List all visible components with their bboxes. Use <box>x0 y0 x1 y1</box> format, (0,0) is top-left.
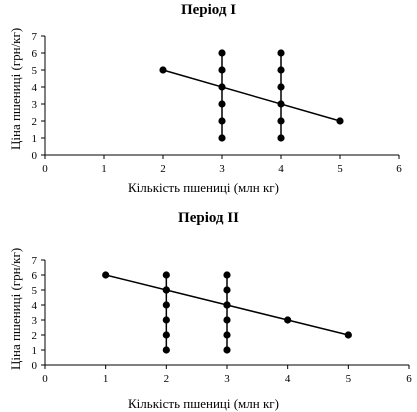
y-tick-label: 6 <box>32 48 38 60</box>
data-point <box>277 83 285 91</box>
y-tick-label: 1 <box>32 345 38 357</box>
data-point <box>277 100 285 108</box>
y-tick-label: 4 <box>32 82 38 94</box>
data-point <box>223 301 231 309</box>
x-axis-label: Кількість пшениці (млн кг) <box>128 396 279 411</box>
x-tick-label: 6 <box>406 373 412 385</box>
data-point <box>277 117 285 125</box>
y-tick-label: 6 <box>32 270 38 282</box>
x-tick-label: 2 <box>164 373 170 385</box>
x-tick-label: 1 <box>101 163 107 175</box>
data-point <box>162 301 170 309</box>
plot-area: 0 1 2 3 4 5 6 0 1 2 3 4 5 6 7 <box>32 255 413 385</box>
x-tick-label: 1 <box>103 373 109 385</box>
x-tick-label: 0 <box>42 373 48 385</box>
x-tick-label: 0 <box>42 163 48 175</box>
x-axis-label: Кількість пшениці (млн кг) <box>128 180 279 195</box>
data-point <box>159 66 167 74</box>
data-point <box>218 66 226 74</box>
data-point <box>284 316 292 324</box>
y-tick-label: 3 <box>32 99 38 111</box>
series-line <box>162 69 341 122</box>
data-point <box>277 66 285 74</box>
y-tick-label: 2 <box>32 330 38 342</box>
chart-period-2: Період II Ціна пшениці (грн/кг) Кількіст… <box>0 205 417 411</box>
data-point <box>162 346 170 354</box>
y-tick-label: 5 <box>32 65 38 77</box>
x-tick-label: 2 <box>160 163 166 175</box>
y-tick-label: 7 <box>32 31 38 43</box>
data-point <box>162 271 170 279</box>
data-point <box>218 83 226 91</box>
chart-title: Період I <box>180 2 237 18</box>
x-tick-label: 4 <box>278 163 284 175</box>
data-point <box>218 134 226 142</box>
chart-title: Період II <box>178 210 239 226</box>
x-tick-label: 3 <box>224 373 230 385</box>
x-tick-label: 5 <box>337 163 343 175</box>
y-tick-label: 0 <box>32 150 38 162</box>
y-tick-label: 0 <box>32 360 38 372</box>
data-point <box>223 271 231 279</box>
y-tick-label: 5 <box>32 285 38 297</box>
data-point <box>344 331 352 339</box>
data-point <box>223 346 231 354</box>
data-point <box>218 49 226 57</box>
data-point <box>162 316 170 324</box>
x-tick-label: 4 <box>285 373 291 385</box>
data-point <box>277 49 285 57</box>
data-point <box>162 331 170 339</box>
data-point <box>102 271 110 279</box>
plot-area: 0 1 2 3 4 5 6 0 1 2 3 4 5 6 7 <box>32 31 403 175</box>
y-tick-label: 4 <box>32 300 38 312</box>
y-tick-label: 1 <box>32 133 38 145</box>
data-point <box>336 117 344 125</box>
data-point <box>223 316 231 324</box>
y-tick-label: 3 <box>32 315 38 327</box>
data-point <box>223 286 231 294</box>
y-tick-label: 7 <box>32 255 38 267</box>
data-point <box>218 117 226 125</box>
x-tick-label: 3 <box>219 163 225 175</box>
y-tick-label: 2 <box>32 116 38 128</box>
x-tick-label: 6 <box>396 163 402 175</box>
x-tick-label: 5 <box>346 373 352 385</box>
data-point <box>223 331 231 339</box>
data-point <box>218 100 226 108</box>
data-point <box>162 286 170 294</box>
chart-period-1: Період I Ціна пшениці (грн/кг) Кількість… <box>0 0 417 205</box>
data-point <box>277 134 285 142</box>
